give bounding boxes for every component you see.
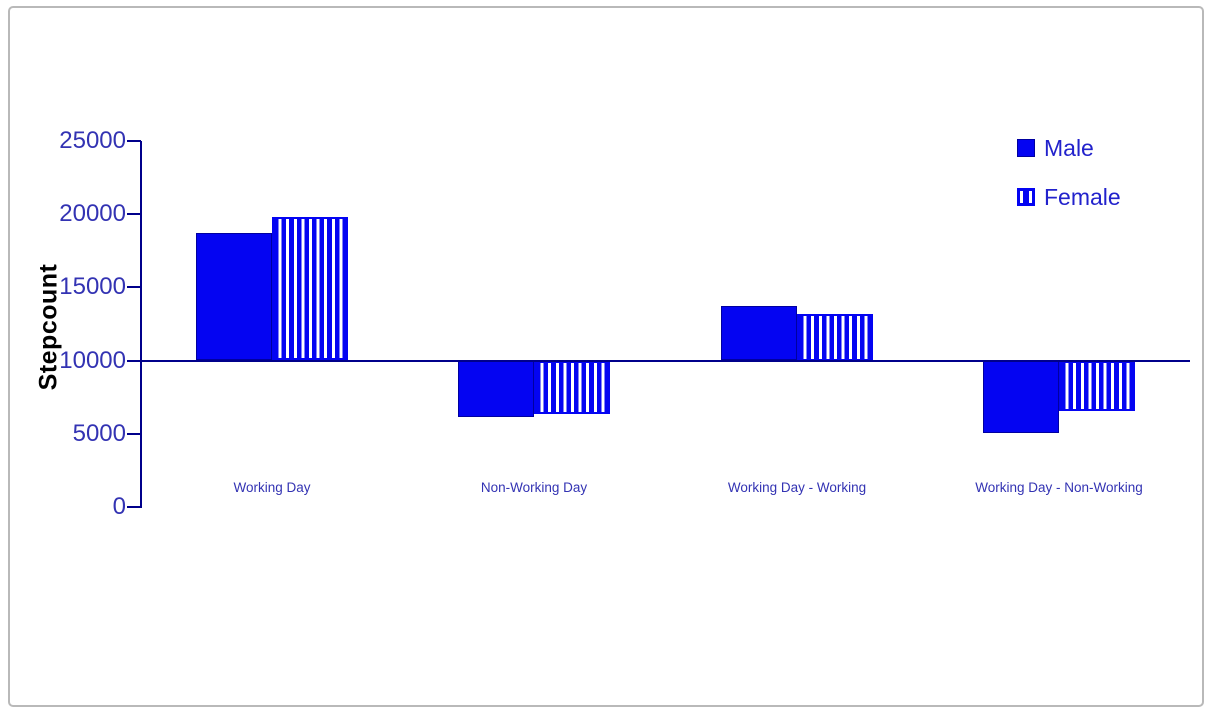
y-tick-mark xyxy=(127,140,141,142)
y-tick-mark xyxy=(127,213,141,215)
x-category-label: Working Day - Non-Working xyxy=(975,480,1143,495)
bar-male-1 xyxy=(196,233,272,360)
y-tick-label: 15000 xyxy=(59,273,126,300)
legend-label: Female xyxy=(1044,183,1121,210)
bar-male-3 xyxy=(721,306,797,360)
y-tick-mark xyxy=(127,433,141,435)
bar-female-2 xyxy=(534,361,610,414)
legend-item-male: Male xyxy=(1017,134,1121,161)
y-tick-label: 25000 xyxy=(59,127,126,154)
bar-female-3 xyxy=(797,314,873,361)
y-tick-label: 5000 xyxy=(72,420,126,447)
legend-label: Male xyxy=(1044,134,1094,161)
y-tick-mark xyxy=(127,360,141,362)
y-tick-label: 0 xyxy=(112,493,126,520)
bar-female-1 xyxy=(272,217,348,360)
bar-male-4 xyxy=(983,361,1059,433)
x-category-label: Non-Working Day xyxy=(480,480,588,495)
x-baseline xyxy=(141,360,1190,362)
bar-female-4 xyxy=(1059,361,1135,411)
x-category-label: Working Day xyxy=(233,480,311,495)
x-category-label: Working Day - Working xyxy=(727,480,867,495)
y-axis-title: Stepcount xyxy=(34,263,63,391)
legend-swatch-vertical-stripes xyxy=(1017,188,1035,206)
y-tick-label: 20000 xyxy=(59,200,126,227)
legend-item-female: Female xyxy=(1017,183,1121,210)
y-axis-line xyxy=(140,141,142,508)
legend: Male Female xyxy=(1017,134,1121,236)
legend-swatch-solid xyxy=(1017,139,1035,157)
bar-male-2 xyxy=(458,361,534,417)
y-tick-mark xyxy=(127,286,141,288)
y-tick-label: 10000 xyxy=(59,347,126,374)
y-tick-mark xyxy=(127,506,141,508)
